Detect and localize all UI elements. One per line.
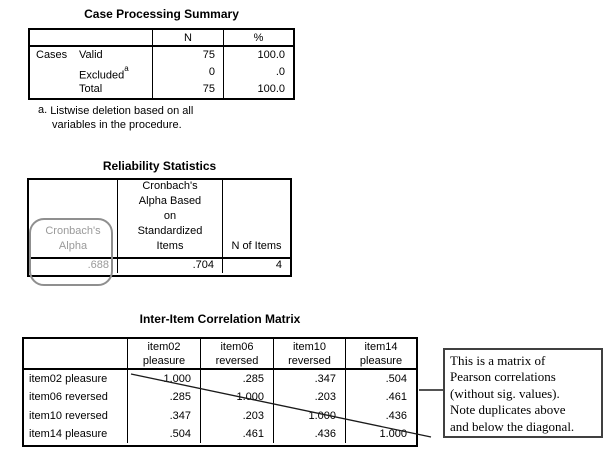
table-row: item02 pleasure 1.000 .285 .347 .504 [24,370,416,389]
cell-standardized-alpha-value: .704 [117,259,222,273]
table-header-row: N % [30,30,293,47]
cell-value: .347 [127,406,200,425]
table-header-row: item02 pleasure item06 reversed item10 r… [24,339,416,370]
cell-value: .203 [273,388,345,407]
cell-value: 100.0 [223,47,293,64]
cell-value: .285 [127,388,200,407]
cell-value: .504 [345,370,416,389]
cell-value: 75 [152,47,223,64]
cell-value: .461 [200,424,273,443]
row-label-cell: Total [30,81,152,98]
table-row: Total 75 100.0 [30,81,293,98]
row-label: Valid [79,49,103,61]
row-label: item10 reversed [29,409,108,422]
table-row: .688 .704 4 [29,259,290,273]
reliability-table: Cronbach's Alpha Cronbach's Alpha Based … [27,178,292,277]
row-group-label: Cases [36,49,68,61]
row-group-spacer [36,64,79,81]
table-row: item10 reversed .347 .203 1.000 .436 [24,406,416,425]
callout-line: Note duplicates above [450,402,566,418]
cell-value: 1.000 [345,424,416,443]
callout-line: This is a matrix of [450,353,546,368]
footnote-line: a. Listwise deletion based on all [38,104,194,117]
footnote-line: variables in the procedure. [52,119,182,131]
column-header-n-of-items: N of Items [222,180,290,259]
row-label: item06 reversed [29,391,108,404]
cell-value: 1.000 [200,388,273,407]
cell-value: 1.000 [127,370,200,389]
cell-value: .285 [200,370,273,389]
table-row: Excludeda 0 .0 [30,64,293,81]
cell-value: 0 [152,64,223,81]
column-header-cronbachs-alpha: Cronbach's Alpha [29,180,117,259]
row-label: item14 pleasure [29,427,108,440]
header-stub-cell [24,339,127,370]
cell-value: .347 [273,370,345,389]
row-label-cell: Excludeda [30,64,152,81]
column-header-n: N [152,30,223,47]
cell-value: .436 [273,424,345,443]
column-header-item02: item02 pleasure [127,339,200,370]
correlation-matrix-table: item02 pleasure item06 reversed item10 r… [22,337,418,447]
column-header-item10: item10 reversed [273,339,345,370]
row-label: Excludeda [79,64,129,81]
table-row: item14 pleasure .504 .461 .436 1.000 [24,424,416,443]
cell-value: .203 [200,406,273,425]
footnote-marker: a. [38,104,48,116]
column-header-standardized-alpha: Cronbach's Alpha Based on Standardized I… [117,180,222,259]
table-footnote: a. Listwise deletion based on all variabl… [38,104,193,132]
callout-line: Pearson correlations [450,369,556,385]
cell-value: 1.000 [273,406,345,425]
column-header-item14: item14 pleasure [345,339,416,370]
column-header-pct: % [223,30,293,47]
cell-cronbachs-alpha-value: .688 [87,259,109,271]
cell-value: 100.0 [223,81,293,98]
cell-value: .504 [127,424,200,443]
table-header-row: Cronbach's Alpha Cronbach's Alpha Based … [29,180,290,259]
table-row: item06 reversed .285 1.000 .203 .461 [24,388,416,407]
row-label-cell: Cases Valid [30,47,152,64]
row-label: item02 pleasure [29,373,108,385]
cell-value: 75 [152,81,223,98]
column-header-item06: item06 reversed [200,339,273,370]
callout-line: (without sig. values). [450,385,560,401]
cell-n-of-items-value: 4 [222,259,290,273]
case-processing-title: Case Processing Summary [84,7,239,21]
header-stub-cell [30,30,152,47]
cell-value: .461 [345,388,416,407]
reliability-title: Reliability Statistics [102,159,217,173]
table-row: Cases Valid 75 100.0 [30,47,293,64]
row-group-spacer [36,81,79,98]
row-label: Total [79,83,103,95]
cell-value: .0 [223,64,293,81]
callout-note: This is a matrix of Pearson correlations… [443,348,603,438]
cronbachs-alpha-highlight-oval [29,218,113,286]
case-processing-table: N % Cases Valid 75 100.0 Excludeda 0 .0 … [28,28,295,100]
callout-line: and below the diagonal. [450,418,575,434]
cell-value: .436 [345,406,416,425]
footnote-marker: a [124,64,129,73]
correlation-matrix-title: Inter-Item Correlation Matrix [139,312,301,326]
